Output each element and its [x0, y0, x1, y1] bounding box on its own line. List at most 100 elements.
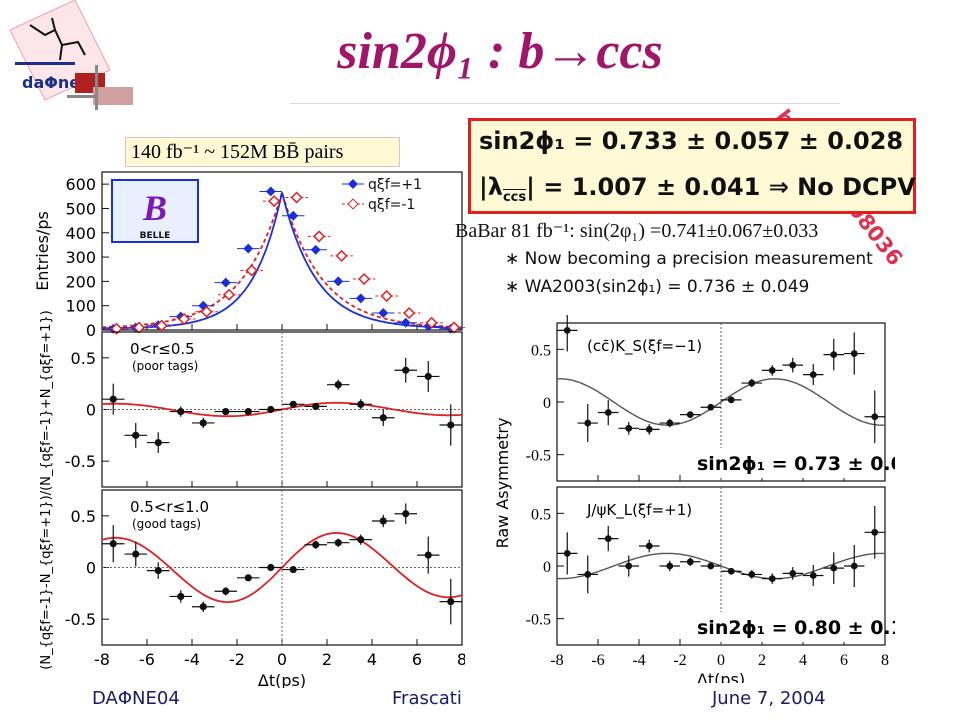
belle-asym-good-xtick-label: 4 [367, 650, 377, 669]
slide-title: sin2ϕ₁ : b→ccs [337, 23, 663, 80]
babar-jpsikl-xtick-label: -4 [632, 652, 645, 669]
result-lambda-sub: ccs [502, 189, 527, 205]
belle-asym-good-xtick-label: 6 [412, 650, 422, 669]
babar-jpsikl-ytick-label: 0.5 [531, 506, 551, 523]
belle-asym-good-xtick-label: -6 [139, 650, 155, 669]
babar-ccs-ytick-label: 0 [543, 395, 551, 412]
belle-asym-good-point [154, 567, 162, 575]
belle-asym-good-annotation: 0.5<r≤1.0 [130, 498, 209, 516]
babar-ccs-point [584, 419, 592, 427]
belle-qplus-point [310, 244, 321, 255]
belle-asym-poor-ytick-label: -0.5 [65, 452, 96, 471]
babar-jpsikl-point [686, 558, 694, 566]
babar-jpsikl-result-bg [682, 612, 882, 642]
babar-ccs-point [666, 419, 674, 427]
belle-qminus-point [155, 319, 168, 332]
babar-ccs-point [850, 350, 858, 357]
result-sin2phi1: sin2ϕ₁ = 0.733 ± 0.057 ± 0.028 [479, 127, 904, 155]
belle-asym-good-point [424, 551, 432, 559]
babar-result-line: BaBar 81 fb⁻¹: sin(2φ₁) =0.741±0.067±0.0… [455, 220, 819, 242]
babar-jpsikl-point [789, 569, 797, 577]
belle-asym-poor-annotation2: (poor tags) [132, 359, 198, 373]
babar-ccs-point [748, 379, 756, 387]
svg-text:daΦne: daΦne [22, 73, 80, 92]
belle-ylabel-entries: Entries/ps [33, 211, 52, 291]
babar-jpsikl-point [707, 562, 715, 570]
belle-asym-poor-ytick-label: 0.5 [71, 349, 96, 368]
belle-qminus-point [268, 195, 281, 208]
belle-qplus-point [265, 186, 276, 197]
belle-asym-poor-point [379, 414, 387, 422]
belle-qminus-point [448, 321, 461, 334]
belle-asym-good-point [357, 536, 365, 544]
belle-asym-good-xtick-label: 0 [277, 650, 287, 669]
babar-ccs-point [727, 396, 735, 404]
babar-jpsikl-xtick-label: -2 [673, 652, 686, 669]
belle-qminus-point [290, 191, 303, 204]
belle-asym-good-point [177, 592, 185, 601]
belle-qminus-point [223, 288, 236, 301]
belle-qplus-point [220, 277, 231, 288]
babar-plot: -0.5 0 0.5 (cc̄)K_S(ξf=−1) sin2ϕ₁ = 0.73 ± 0… [493, 315, 895, 683]
belle-asym-poor-point [199, 419, 207, 427]
belle-asym-good-point [402, 510, 410, 518]
babar-ccs-point [789, 361, 797, 369]
belle-asym-poor-point [109, 395, 117, 403]
belle-qminus-point [110, 322, 123, 335]
belle-qminus-point [403, 306, 416, 319]
belle-asym-good-point [244, 574, 252, 582]
belle-dt-distribution-ytick-label: 0 [86, 321, 96, 340]
belle-logo-letter: B [142, 188, 167, 228]
babar-ccs-fit [556, 378, 886, 426]
belle-asym-good-ytick-label: 0 [86, 559, 96, 578]
belle-qplus-point [355, 293, 366, 304]
babar-jpsikl-xtick-label: 2 [758, 652, 766, 669]
belle-dt-distribution-ytick-label: 100 [65, 297, 96, 316]
belle-qminus-point [358, 272, 371, 285]
belle-asym-good-xtick-label: -2 [229, 650, 245, 669]
belle-asym-poor-point [132, 431, 140, 439]
belle-qminus-point [245, 264, 258, 277]
babar-ccs-result: sin2ϕ₁ = 0.73 ± 0.06 [697, 453, 895, 475]
belle-asym-poor-point [244, 407, 252, 416]
result-lambda-right: | = 1.007 ± 0.041 ⇒ No DCPV [526, 173, 916, 201]
footer-date: June 7, 2004 [712, 688, 826, 709]
bullet-precision: ∗ Now becoming a precision measurement [505, 249, 873, 269]
babar-jpsikl-point [563, 549, 571, 557]
belle-asym-good-point [334, 539, 342, 547]
belle-asym-poor-point [447, 421, 455, 429]
babar-jpsikl-point [727, 567, 735, 575]
belle-asym-good-point [379, 517, 387, 525]
babar-jpsikl-point [584, 571, 592, 578]
footer: DAΦNE04 Frascati June 7, 2004 [0, 688, 960, 720]
babar-ccs-point [830, 351, 838, 358]
legend-qplus-marker [348, 179, 358, 189]
footer-location: Frascati [392, 688, 462, 709]
babar-ccs-point [625, 424, 633, 432]
belle-asym-poor-point [177, 407, 185, 416]
babar-jpsikl-point [768, 575, 776, 583]
belle-qminus-point [313, 230, 326, 243]
belle-asym-poor-annotation: 0<r≤0.5 [130, 340, 195, 358]
belle-asym-good-ytick-label: -0.5 [65, 610, 96, 629]
luminosity-label: 140 fb⁻¹ ~ 152M BB̄ pairs [125, 137, 400, 167]
belle-ylabel-asym: (N_{qξf=-1}-N_{qξf=+1})/(N_{qξf=-1}+N_{q… [39, 310, 54, 669]
babar-jpsikl-result: sin2ϕ₁ = 0.80 ± 0.13 [697, 617, 895, 639]
belle-qplus-point [400, 317, 411, 328]
babar-ccs-point [563, 326, 571, 334]
belle-logo-badge [111, 179, 199, 243]
belle-asym-good-annotation2: (good tags) [132, 517, 201, 531]
belle-asym-good-xtick-label: 2 [322, 650, 332, 669]
belle-dt-distribution-ytick-label: 600 [65, 175, 96, 194]
belle-asym-poor-point [222, 407, 230, 416]
belle-dt-distribution-ytick-label: 500 [65, 199, 96, 218]
legend-qplus-label: qξf=+1 [368, 177, 422, 193]
belle-asym-poor-point [312, 402, 320, 410]
belle-asym-good-point [447, 598, 455, 606]
babar-ccs-ytick-label: 0.5 [531, 342, 551, 359]
babar-jpsikl-ytick-label: 0 [543, 559, 551, 576]
babar-jpsikl-point [830, 564, 838, 572]
bullet-wa2003: ∗ WA2003(sin2ϕ₁) = 0.736 ± 0.049 [505, 277, 810, 297]
babar-jpsikl-xtick-label: 0 [717, 652, 725, 669]
belle-asym-good-xtick-label: 8 [457, 650, 465, 669]
